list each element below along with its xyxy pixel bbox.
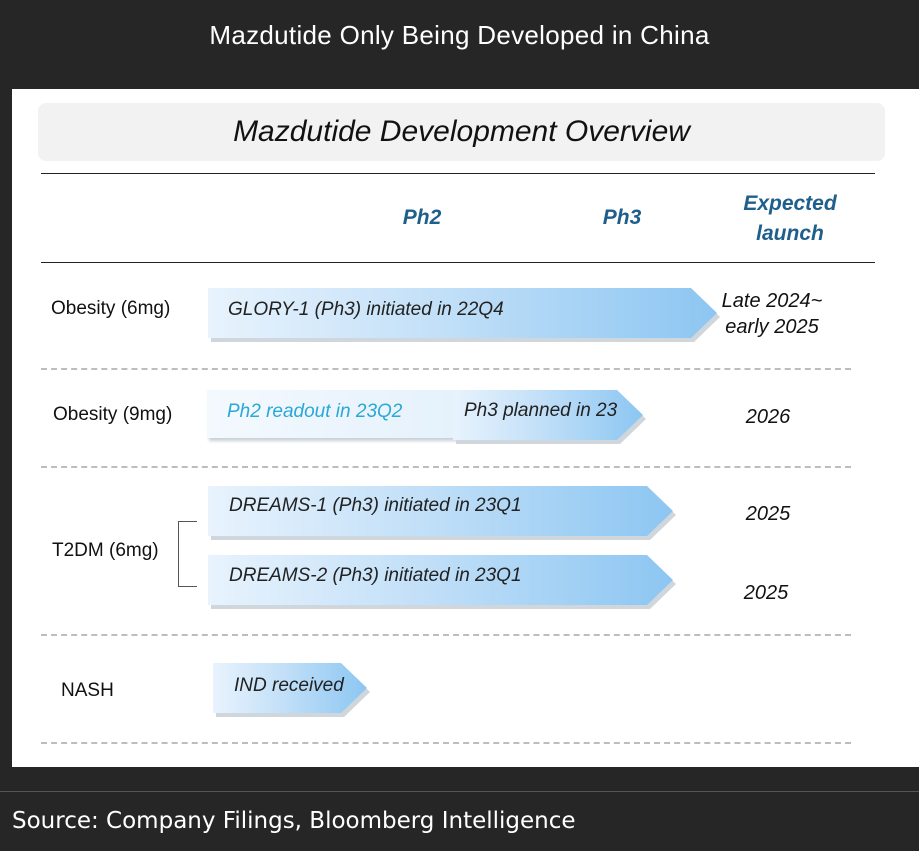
row-label-obesity-9mg: Obesity (9mg) [53, 404, 173, 425]
ph3-planned-arrow [453, 390, 643, 440]
dreams-2-label: DREAMS-2 (Ph3) initiated in 23Q1 [229, 565, 522, 586]
row-label-nash: NASH [61, 680, 114, 701]
row-divider [41, 368, 851, 370]
ph2-readout-label: Ph2 readout in 23Q2 [227, 401, 403, 422]
launch-obesity-9mg: 2026 [745, 406, 791, 428]
launch-dreams-1: 2025 [745, 503, 791, 525]
launch-dreams-2: 2025 [743, 582, 789, 604]
diagram-title: Mazdutide Development Overview [38, 103, 885, 161]
glory-1-label: GLORY-1 (Ph3) initiated in 22Q4 [228, 299, 504, 320]
glory-1-arrow [208, 288, 717, 338]
t2dm-bracket [178, 521, 197, 587]
source-footnote: Source: Company Filings, Bloomberg Intel… [12, 808, 576, 834]
row-divider [41, 466, 851, 468]
dreams-2-arrow [208, 555, 673, 605]
ind-received-arrow [213, 663, 367, 713]
column-ph3-heading: Ph3 [602, 206, 642, 229]
row-label-obesity-6mg: Obesity (6mg) [51, 298, 171, 319]
header-rule [41, 262, 875, 263]
ph3-planned-label: Ph3 planned in 23 [464, 400, 618, 421]
row-label-t2dm-6mg: T2DM (6mg) [52, 540, 159, 561]
row-divider [41, 742, 851, 744]
footer-divider [0, 791, 919, 792]
top-rule [41, 173, 875, 174]
row-divider [41, 634, 851, 636]
column-expected-launch-heading: Expected launch [743, 192, 837, 245]
launch-obesity-6mg: Late 2024~ early 2025 [721, 290, 823, 338]
ph2-readout-box [207, 390, 465, 438]
column-ph2-heading: Ph2 [402, 206, 442, 229]
chart-header-title: Mazdutide Only Being Developed in China [0, 0, 919, 70]
dreams-1-label: DREAMS-1 (Ph3) initiated in 23Q1 [229, 495, 522, 516]
dreams-1-arrow [208, 486, 673, 536]
ind-received-label: IND received [234, 675, 344, 696]
diagram-panel: Mazdutide Development Overview Ph2 Ph3 E… [12, 89, 919, 767]
